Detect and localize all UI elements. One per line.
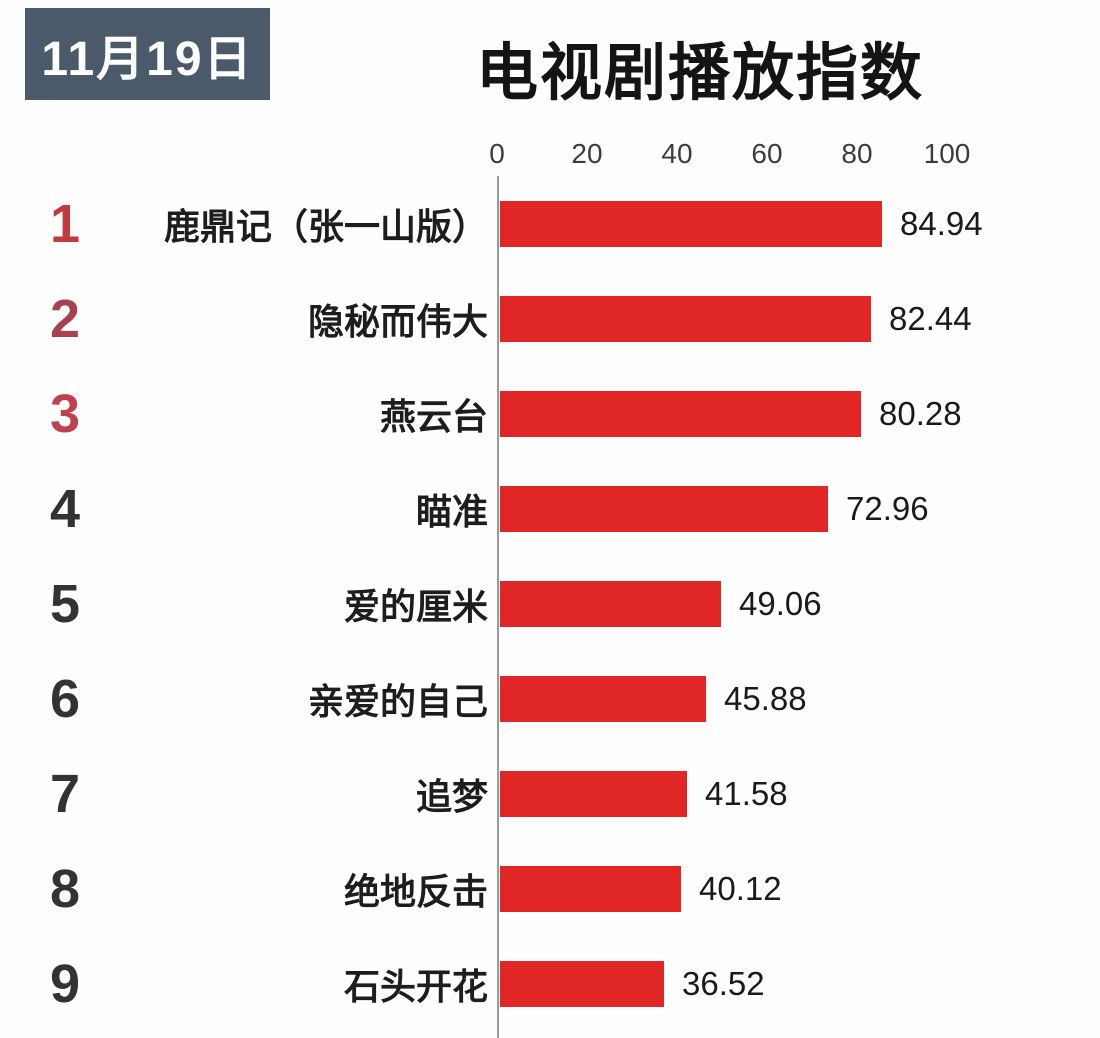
series-label: 绝地反击 bbox=[343, 870, 488, 912]
value-label: 36.52 bbox=[682, 964, 765, 1002]
axis-ticks: 0 20 40 60 80 100 bbox=[489, 138, 997, 174]
chart-row: 6 亲爱的自己 45.88 bbox=[0, 651, 1100, 746]
axis-tick-label: 100 bbox=[923, 138, 971, 169]
series-label: 燕云台 bbox=[379, 395, 488, 437]
bar bbox=[500, 865, 681, 912]
bar-area: 80.28 bbox=[500, 390, 962, 437]
series-label: 石头开花 bbox=[343, 965, 488, 1007]
bar-area: 41.58 bbox=[500, 770, 788, 817]
axis-tick-label: 20 bbox=[571, 138, 603, 169]
rank-number: 9 bbox=[49, 953, 81, 1014]
axis-tick-label: 60 bbox=[751, 138, 783, 169]
value-label: 80.28 bbox=[879, 394, 962, 432]
value-label: 72.96 bbox=[846, 489, 929, 527]
bar bbox=[500, 580, 721, 627]
rank-number: 6 bbox=[49, 668, 81, 729]
date-badge: 11月19日 bbox=[25, 8, 270, 100]
series-label: 亲爱的自己 bbox=[307, 680, 488, 722]
bar bbox=[500, 960, 664, 1007]
bar bbox=[500, 485, 828, 532]
bar bbox=[500, 770, 687, 817]
series-label: 爱的厘米 bbox=[343, 585, 488, 627]
bar bbox=[500, 675, 706, 722]
rank-number: 3 bbox=[49, 383, 81, 444]
series-label: 瞄准 bbox=[415, 490, 488, 532]
rank-number: 2 bbox=[49, 288, 81, 349]
bar-area: 82.44 bbox=[500, 295, 972, 342]
value-label: 82.44 bbox=[889, 299, 972, 337]
rank-number: 1 bbox=[49, 193, 81, 254]
bar-area: 45.88 bbox=[500, 675, 807, 722]
series-label: 隐秘而伟大 bbox=[307, 300, 488, 342]
rank-number: 5 bbox=[49, 573, 81, 634]
chart-row: 3 燕云台 80.28 bbox=[0, 366, 1100, 461]
chart-row: 2 隐秘而伟大 82.44 bbox=[0, 271, 1100, 366]
bar bbox=[500, 200, 882, 247]
value-label: 41.58 bbox=[705, 774, 788, 812]
bar-area: 36.52 bbox=[500, 960, 765, 1007]
rank-number: 8 bbox=[49, 858, 81, 919]
bar-area: 49.06 bbox=[500, 580, 822, 627]
series-label: 追梦 bbox=[415, 775, 488, 817]
rank-number: 7 bbox=[49, 763, 81, 824]
value-label: 40.12 bbox=[699, 869, 782, 907]
chart-row: 9 石头开花 36.52 bbox=[0, 936, 1100, 1031]
series-label: 鹿鼎记（张一山版） bbox=[163, 205, 488, 247]
chart-row: 5 爱的厘米 49.06 bbox=[0, 556, 1100, 651]
axis-tick-label: 40 bbox=[661, 138, 693, 169]
chart-row: 1 鹿鼎记（张一山版） 84.94 bbox=[0, 176, 1100, 271]
axis-tick-label: 80 bbox=[841, 138, 873, 169]
bar-area: 40.12 bbox=[500, 865, 782, 912]
axis-tick-label: 0 bbox=[489, 138, 505, 169]
chart-row: 7 追梦 41.58 bbox=[0, 746, 1100, 841]
chart-title: 电视剧播放指数 bbox=[475, 39, 924, 108]
bar bbox=[500, 295, 871, 342]
chart-row: 8 绝地反击 40.12 bbox=[0, 841, 1100, 936]
axis-line bbox=[497, 176, 499, 1038]
chart-row: 4 瞄准 72.96 bbox=[0, 461, 1100, 556]
chart-rows: 1 鹿鼎记（张一山版） 84.94 2 隐秘而伟大 82.44 3 燕云台 80… bbox=[0, 176, 1100, 1031]
bar-area: 72.96 bbox=[500, 485, 929, 532]
bar-area: 84.94 bbox=[500, 200, 983, 247]
date-badge-label: 11月19日 bbox=[41, 33, 254, 86]
bar bbox=[500, 390, 861, 437]
value-label: 45.88 bbox=[724, 679, 807, 717]
value-label: 49.06 bbox=[739, 584, 822, 622]
rank-number: 4 bbox=[49, 478, 81, 539]
value-label: 84.94 bbox=[900, 204, 983, 242]
